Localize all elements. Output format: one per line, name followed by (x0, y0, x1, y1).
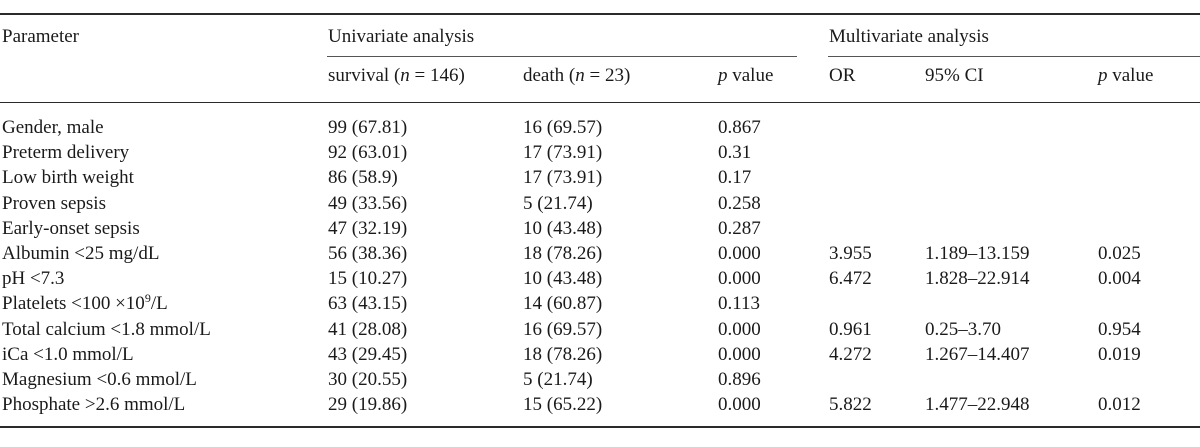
cell-p-univariate: 0.000 (718, 319, 761, 340)
cell-parameter: Total calcium <1.8 mmol/L (2, 319, 211, 340)
cell-survival: 99 (67.81) (328, 117, 408, 138)
cell-p-multivariate: 0.004 (1098, 268, 1141, 289)
cell-p-univariate: 0.287 (718, 218, 761, 239)
table-bottom-rule (0, 426, 1200, 428)
cell-parameter: Magnesium <0.6 mmol/L (2, 369, 197, 390)
p-value-multivariate-header: p value (1098, 65, 1154, 86)
cell-p-multivariate: 0.025 (1098, 243, 1141, 264)
cell-parameter: Proven sepsis (2, 193, 106, 214)
cell-parameter: Gender, male (2, 117, 104, 138)
cell-parameter: Phosphate >2.6 mmol/L (2, 394, 186, 415)
p-value-univariate-header: p value (718, 65, 774, 86)
cell-or: 0.961 (829, 319, 872, 340)
cell-parameter: pH <7.3 (2, 268, 65, 289)
cell-death: 5 (21.74) (523, 369, 593, 390)
ci-col-header: 95% CI (925, 65, 984, 86)
cell-p-univariate: 0.31 (718, 142, 752, 163)
cell-survival: 43 (29.45) (328, 344, 408, 365)
cell-survival: 29 (19.86) (328, 394, 408, 415)
univariate-spanner-rule (327, 56, 797, 57)
or-col-header: OR (829, 65, 856, 86)
cell-survival: 15 (10.27) (328, 268, 408, 289)
univariate-header: Univariate analysis (328, 26, 475, 47)
cell-p-univariate: 0.000 (718, 394, 761, 415)
header-bottom-rule (0, 102, 1200, 103)
cell-parameter: Low birth weight (2, 167, 134, 188)
cell-parameter: Platelets <100 ×109/L (2, 291, 168, 314)
cell-death: 5 (21.74) (523, 193, 593, 214)
cell-p-univariate: 0.113 (718, 293, 761, 314)
survival-col-header: survival (n = 146) (328, 65, 465, 86)
cell-death: 16 (69.57) (523, 117, 603, 138)
table-top-rule (0, 13, 1200, 15)
cell-parameter: Early-onset sepsis (2, 218, 140, 239)
cell-or: 5.822 (829, 394, 872, 415)
cell-survival: 92 (63.01) (328, 142, 408, 163)
cell-p-multivariate: 0.012 (1098, 394, 1141, 415)
cell-survival: 86 (58.9) (328, 167, 398, 188)
cell-p-multivariate: 0.019 (1098, 344, 1141, 365)
cell-survival: 63 (43.15) (328, 293, 408, 314)
cell-ci: 1.477–22.948 (925, 394, 1030, 415)
cell-survival: 56 (38.36) (328, 243, 408, 264)
cell-ci: 1.189–13.159 (925, 243, 1030, 264)
cell-or: 3.955 (829, 243, 872, 264)
cell-parameter: Preterm delivery (2, 142, 130, 163)
multivariate-spanner-rule (828, 56, 1200, 57)
cell-survival: 47 (32.19) (328, 218, 408, 239)
cell-death: 17 (73.91) (523, 167, 603, 188)
cell-death: 15 (65.22) (523, 394, 603, 415)
cell-p-univariate: 0.17 (718, 167, 752, 188)
cell-p-univariate: 0.000 (718, 344, 761, 365)
cell-or: 6.472 (829, 268, 872, 289)
cell-p-univariate: 0.000 (718, 243, 761, 264)
cell-death: 18 (78.26) (523, 243, 603, 264)
parameter-header: Parameter (2, 26, 80, 47)
death-col-header: death (n = 23) (523, 65, 631, 86)
cell-p-univariate: 0.896 (718, 369, 761, 390)
cell-p-univariate: 0.867 (718, 117, 761, 138)
cell-death: 10 (43.48) (523, 268, 603, 289)
cell-parameter: iCa <1.0 mmol/L (2, 344, 134, 365)
multivariate-header: Multivariate analysis (829, 26, 989, 47)
cell-ci: 1.828–22.914 (925, 268, 1030, 289)
cell-survival: 41 (28.08) (328, 319, 408, 340)
cell-survival: 30 (20.55) (328, 369, 408, 390)
cell-p-univariate: 0.258 (718, 193, 761, 214)
cell-death: 16 (69.57) (523, 319, 603, 340)
cell-ci: 0.25–3.70 (925, 319, 1001, 340)
cell-ci: 1.267–14.407 (925, 344, 1030, 365)
cell-survival: 49 (33.56) (328, 193, 408, 214)
cell-death: 18 (78.26) (523, 344, 603, 365)
cell-or: 4.272 (829, 344, 872, 365)
cell-parameter: Albumin <25 mg/dL (2, 243, 160, 264)
cell-p-multivariate: 0.954 (1098, 319, 1141, 340)
cell-p-univariate: 0.000 (718, 268, 761, 289)
cell-death: 10 (43.48) (523, 218, 603, 239)
cell-death: 17 (73.91) (523, 142, 603, 163)
cell-death: 14 (60.87) (523, 293, 603, 314)
